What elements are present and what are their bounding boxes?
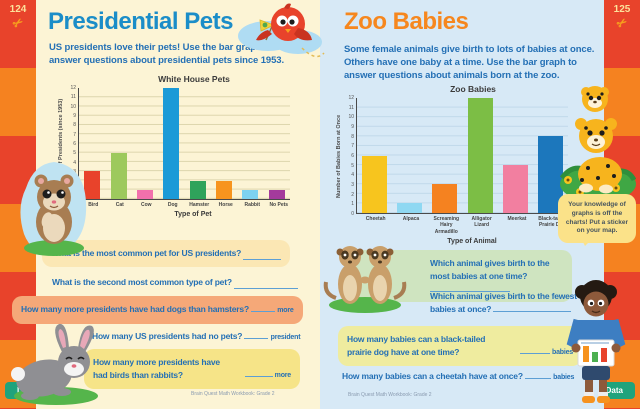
category-label: Alligator Lizard [471,216,492,229]
question-3-text: How many babies can a black-tailed prair… [347,334,486,357]
right-footer: Brain Quest Math Workbook: Grade 2 [348,392,432,398]
category-label: Hamster [189,202,210,208]
bar-dog [163,88,180,199]
bar-no-pets [268,189,285,199]
question-2-text: Which animal gives birth to the fewest b… [430,291,577,314]
right-page-title: Zoo Babies [344,8,469,35]
zoo-babies-chart: Zoo Babies Number of Babies Born at Once… [336,84,586,245]
question-2-text: What is the second most common type of p… [52,277,232,287]
bar-rabbit [242,189,259,199]
question-5-text: How many more presidents have had birds … [93,357,220,380]
question-1-text: What is the most common pet for US presi… [51,248,242,258]
boy-with-chart-character [566,280,626,403]
category-label: Screaming Hairy Armadillo [433,216,460,235]
bar-cat [110,152,127,199]
left-page-number: 124 [9,4,27,15]
y-axis-label: Number of Babies Born at Once [336,114,342,198]
white-house-pets-chart: White House Pets Number of Presidents (s… [58,74,306,218]
sticker-note-bubble: Your knowledge of graphs is off the char… [558,194,636,247]
leopard-cubs-character [559,86,636,202]
x-axis-categories: Bird Cat Cow Dog Hamster Horse Rabbit No Pets [80,202,292,208]
question-1-text: Which animal gives birth to the most bab… [430,258,550,281]
answer-blank[interactable] [244,331,269,339]
category-label: No Pets [269,202,289,208]
left-page-title: Presidential Pets [48,8,233,35]
bar-cheetah [362,155,388,213]
chart-title: Zoo Babies [450,84,496,94]
category-label: Alpaca [402,216,420,222]
question-5-box: How many more presidents have had birds … [84,349,300,389]
left-page-intro: US presidents love their pets! Use the b… [49,42,285,66]
bar-horse [216,180,233,199]
category-label: Rabbit [244,202,261,208]
bird-character [238,3,325,58]
question-3-box: How many babies can a black-tailed prair… [338,326,582,366]
answer-blank[interactable] [493,304,572,312]
bar-alpaca [397,203,423,213]
x-axis-label: Type of Animal [447,237,497,245]
question-2: Which animal gives birth to the fewest b… [430,290,590,316]
answer-blank[interactable] [243,252,281,260]
question-4: How many babies can a cheetah have at on… [342,370,574,384]
x-axis-label: Type of Pet [174,211,212,219]
question-3-box: How many more presidents have had dogs t… [12,296,303,324]
meerkat-pair-character [323,246,407,313]
question-1-box: What is the most common pet for US presi… [42,240,290,267]
plot-area [356,98,568,214]
question-4-text: How many babies can a cheetah have at on… [342,371,523,381]
left-page-number-tab: 124 ✂ [0,4,36,32]
plot-area [78,88,290,200]
answer-blank[interactable] [525,371,551,379]
bar-meerkat [502,165,528,213]
question-4-text: How many US presidents had no pets? [92,331,243,341]
question-3-text: How many more presidents have had dogs t… [21,304,249,314]
question-4: How many US presidents had no pets? pres… [92,330,301,344]
bar-bird [84,171,101,199]
rabbit-character [11,323,98,405]
bar-hamster [189,180,206,199]
answer-blank[interactable] [519,346,550,354]
category-label: Cheetah [365,216,386,222]
right-page-number-tab: 125 ✂ [604,4,640,32]
answer-blank[interactable] [234,281,298,289]
question-4-suffix: president [270,334,301,341]
bar-alligator-lizard [467,98,493,213]
hamster-character [20,162,87,256]
question-2: What is the second most common type of p… [52,276,298,289]
question-5-suffix: more [274,372,292,379]
chart-title: White House Pets [158,74,230,84]
bar-cow [136,189,153,199]
left-footer: Brain Quest Math Workbook: Grade 2 [191,391,275,397]
question-3-suffix: more [277,307,294,314]
question-3-suffix: babies [552,349,573,356]
answer-blank[interactable] [251,304,276,312]
answer-blank[interactable] [430,284,510,292]
bar-screaming-hairy-armadillo [432,184,458,213]
right-page-number: 125 [613,4,631,15]
category-label: Horse [218,202,233,208]
x-axis-categories: Cheetah Alpaca Screaming Hairy Armadillo Al… [358,216,570,235]
category-label: Cat [115,202,124,208]
answer-blank[interactable] [244,369,273,377]
category-label: Bird [88,202,99,208]
category-label: Meerkat [507,216,527,222]
category-label: Cow [140,202,152,208]
right-page-intro: Some female animals give birth to lots o… [344,44,595,81]
question-4-suffix: babies [553,374,575,381]
category-label: Dog [167,202,178,208]
